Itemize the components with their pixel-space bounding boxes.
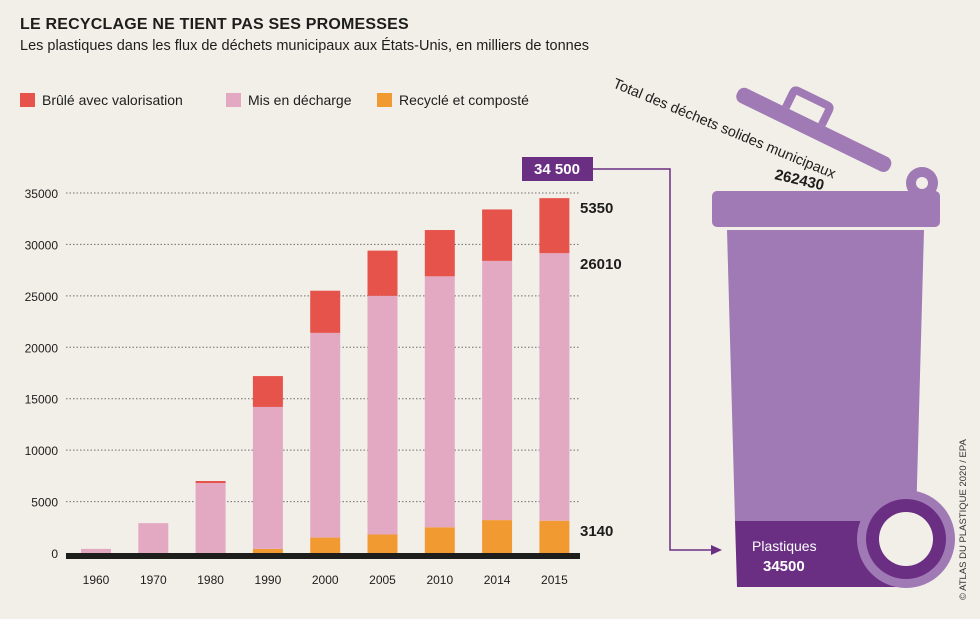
x-tick-label-1980: 1980: [197, 573, 224, 587]
waste-bin: [712, 86, 955, 588]
x-axis-ticks: 1960 1970 1980 1990 2000 2005 2010 2014 2015: [83, 573, 568, 587]
bar-2015-series-0: [539, 520, 570, 553]
end-label-recycled: 3140: [580, 523, 613, 540]
bar-1970-series-1: [138, 523, 169, 553]
bars: [81, 198, 570, 553]
y-tick-label-0: 0: [51, 547, 58, 561]
bar-2015-series-1: [539, 253, 570, 521]
callout-box: [522, 157, 593, 181]
legend-item-recycled: Recyclé et composté: [377, 92, 529, 108]
bar-1980-series-1: [195, 483, 226, 553]
bar-2010-series-1: [424, 276, 455, 528]
bar-2000-series-1: [310, 332, 341, 538]
x-tick-label-1990: 1990: [255, 573, 282, 587]
legend-item-burned: Brûlé avec valorisation: [20, 92, 183, 108]
callout-arrowhead: [711, 545, 722, 555]
end-label-burned: 5350: [580, 200, 613, 217]
bar-2000-series-0: [310, 537, 341, 553]
bin-lid: [736, 86, 892, 172]
y-tick-label-30000: 30000: [25, 238, 59, 252]
bar-2014-series-1: [482, 260, 513, 521]
bin-wheel-hub: [879, 512, 933, 566]
bin-plastics-value: 34500: [763, 558, 805, 575]
x-tick-label-2015: 2015: [541, 573, 568, 587]
bar-2010-series-0: [424, 527, 455, 553]
bar-2015-series-2: [539, 198, 570, 254]
x-tick-label-2005: 2005: [369, 573, 396, 587]
x-tick-label-1960: 1960: [83, 573, 110, 587]
bin-rim: [712, 191, 940, 227]
end-label-landfill: 26010: [580, 256, 622, 273]
legend-swatch-recycled: [377, 93, 392, 107]
y-tick-label-35000: 35000: [25, 187, 59, 201]
bar-1980-series-2: [195, 481, 226, 484]
legend-label-landfill: Mis en décharge: [248, 92, 352, 108]
y-tick-label-25000: 25000: [25, 290, 59, 304]
bar-2010-series-2: [424, 230, 455, 277]
y-tick-label-10000: 10000: [25, 444, 59, 458]
bar-2005-series-1: [367, 295, 398, 535]
y-tick-label-15000: 15000: [25, 393, 59, 407]
credit-line: © ATLAS DU PLASTIQUE 2020 / EPA: [958, 439, 969, 600]
callout-connector: [593, 168, 712, 551]
x-tick-label-2014: 2014: [484, 573, 511, 587]
x-tick-label-2000: 2000: [312, 573, 339, 587]
bin-body: [727, 230, 924, 521]
bar-2005-series-2: [367, 250, 398, 296]
legend: Brûlé avec valorisation Mis en décharge …: [20, 92, 580, 112]
y-tick-label-5000: 5000: [31, 496, 58, 510]
legend-label-recycled: Recyclé et composté: [399, 92, 529, 108]
legend-item-landfill: Mis en décharge: [226, 92, 352, 108]
callout-value: 34 500: [534, 161, 580, 178]
x-tick-label-2010: 2010: [426, 573, 453, 587]
x-tick-label-1970: 1970: [140, 573, 167, 587]
bar-2014-series-2: [482, 209, 513, 261]
bar-1990-series-2: [252, 376, 283, 407]
bar-1990-series-1: [252, 406, 283, 549]
y-tick-label-20000: 20000: [25, 341, 59, 355]
legend-label-burned: Brûlé avec valorisation: [42, 92, 183, 108]
x-axis-baseline: [66, 553, 580, 559]
legend-swatch-burned: [20, 93, 35, 107]
bar-1960-series-1: [81, 548, 111, 553]
y-axis-ticks: 0 5000 10000 15000 20000 25000 30000 35000: [25, 187, 59, 561]
bar-2000-series-2: [310, 290, 341, 333]
bar-1990-series-0: [252, 548, 283, 553]
bin-hinge-hole: [916, 177, 928, 189]
chart-subtitle: Les plastiques dans les flux de déchets …: [20, 38, 590, 54]
bar-2005-series-0: [367, 534, 398, 553]
chart-title: LE RECYCLAGE NE TIENT PAS SES PROMESSES: [20, 16, 409, 33]
bin-plastics-label: Plastiques: [752, 538, 817, 554]
legend-swatch-landfill: [226, 93, 241, 107]
bar-2014-series-0: [482, 520, 513, 553]
